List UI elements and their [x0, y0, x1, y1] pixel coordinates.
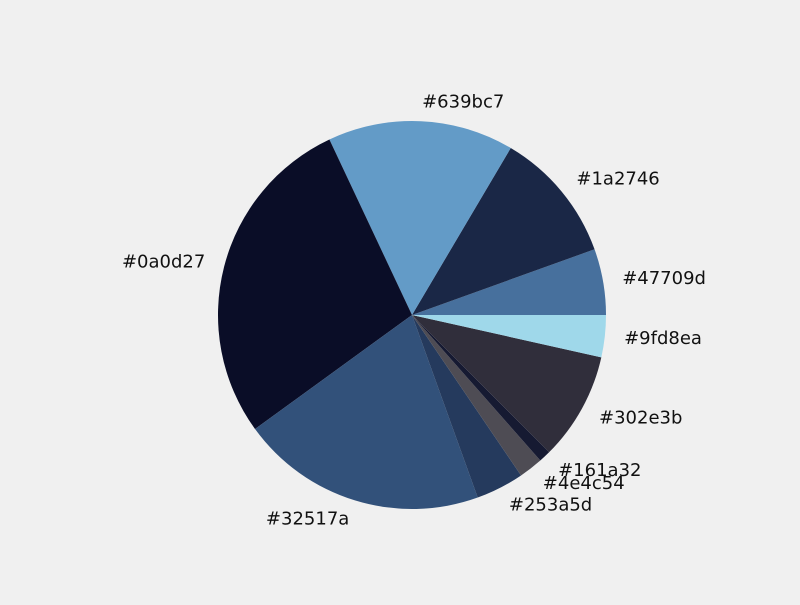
pie-label-3: #0a0d27 — [122, 251, 205, 272]
pie-label-1: #1a2746 — [576, 169, 659, 190]
pie-label-0: #47709d — [622, 268, 706, 289]
pie-label-5: #253a5d — [509, 495, 592, 516]
pie-slice-0 — [412, 249, 606, 315]
pie-slice-7 — [412, 315, 550, 461]
pie-label-9: #9fd8ea — [624, 328, 702, 349]
pie-slice-1 — [412, 148, 595, 315]
pie-label-6: #4e4c54 — [543, 473, 625, 494]
pie-label-7: #161a32 — [558, 460, 641, 481]
pie-labels: #47709d #1a2746 #639bc7 #0a0d27 #32517a #253a… — [122, 91, 706, 529]
pie-slice-9 — [412, 315, 607, 358]
pie-slice-6 — [412, 315, 541, 476]
pie-label-2: #639bc7 — [422, 91, 504, 112]
pie-slice-4 — [255, 315, 478, 510]
pie-label-4: #32517a — [266, 509, 349, 530]
pie-slices — [217, 121, 607, 510]
pie-slice-2 — [329, 121, 511, 316]
pie-slice-8 — [412, 315, 602, 453]
pie-label-8: #302e3b — [599, 407, 682, 428]
pie-slice-5 — [412, 315, 522, 498]
pie-slice-3 — [217, 139, 412, 430]
